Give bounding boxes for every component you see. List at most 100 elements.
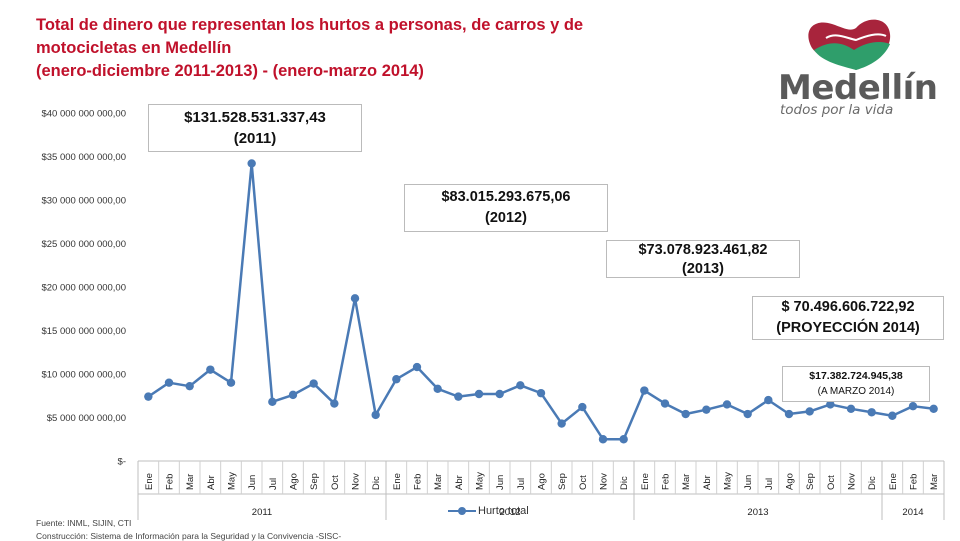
x-tick-label: Ago <box>785 473 796 490</box>
logo-tagline: todos por la vida <box>780 102 894 118</box>
annotation-2014-march: $17.382.724.945,38 (A MARZO 2014) <box>782 366 930 402</box>
y-tick-label: $- <box>118 457 126 468</box>
annotation-2011-period: (2011) <box>233 130 277 147</box>
data-point <box>288 390 298 400</box>
x-tick-label: Abr <box>454 475 465 490</box>
data-point <box>557 419 566 428</box>
data-point <box>144 392 153 401</box>
x-year-label: 2014 <box>902 507 923 518</box>
data-point <box>598 435 608 444</box>
x-tick-label: May <box>723 472 734 490</box>
data-point <box>784 409 794 419</box>
data-point <box>226 378 236 387</box>
data-point <box>350 294 360 303</box>
logo-wordmark: Medellín <box>778 68 938 108</box>
data-point <box>516 381 525 390</box>
data-point <box>309 379 318 388</box>
x-tick-label: Ene <box>888 473 899 490</box>
y-tick-label: $40 000 000 000,00 <box>41 109 126 120</box>
data-point <box>702 405 711 414</box>
data-point <box>929 404 938 413</box>
x-tick-label: Jun <box>247 475 258 490</box>
x-tick-label: Jul <box>516 478 527 490</box>
y-tick-label: $20 000 000 000,00 <box>41 283 126 294</box>
data-point <box>474 389 484 399</box>
x-tick-label: Ene <box>640 473 651 490</box>
x-tick-label: May <box>475 472 486 490</box>
data-point <box>619 435 628 444</box>
annotation-2012: $83.015.293.675,06 (2012) <box>404 184 608 232</box>
chart-title: Total de dinero que representan los hurt… <box>36 14 676 83</box>
x-tick-label: Ene <box>144 473 155 490</box>
data-point <box>640 386 649 395</box>
annotation-2014-projection: $ 70.496.606.722,92 (PROYECCIÓN 2014) <box>752 296 944 340</box>
data-point <box>185 381 194 391</box>
data-point <box>495 389 504 399</box>
annotation-2012-period: (2012) <box>485 210 527 226</box>
y-tick-label: $5 000 000 000,00 <box>47 413 126 424</box>
title-line-1: Total de dinero que representan los hurt… <box>36 16 584 34</box>
annotation-2013-period: (2013) <box>682 261 724 277</box>
data-point <box>454 392 463 401</box>
x-tick-label: Oct <box>330 475 341 490</box>
y-tick-label: $15 000 000 000,00 <box>41 326 126 337</box>
title-line-3: (enero-diciembre 2011-2013) - (enero-mar… <box>36 62 424 80</box>
x-tick-label: Dic <box>371 476 382 490</box>
data-point <box>888 411 897 420</box>
x-tick-label: Sep <box>557 473 568 490</box>
annotation-2013-amount: $73.078.923.461,82 <box>638 242 768 258</box>
data-point <box>867 408 876 417</box>
y-tick-label: $35 000 000 000,00 <box>41 152 126 163</box>
annotation-2011: $131.528.531.337,43 (2011) <box>148 104 362 152</box>
data-point <box>660 399 670 408</box>
footer-construction: Construcción: Sistema de Información par… <box>36 531 342 541</box>
y-tick-label: $10 000 000 000,00 <box>41 370 126 381</box>
x-tick-label: Nov <box>351 473 362 490</box>
annotation-2014-projection-period: (PROYECCIÓN 2014) <box>776 320 920 336</box>
x-tick-label: Jun <box>743 475 754 490</box>
annotation-2012-amount: $83.015.293.675,06 <box>441 189 571 205</box>
x-tick-label: Feb <box>413 474 424 490</box>
x-year-label: 2013 <box>747 507 768 518</box>
x-tick-label: Mar <box>681 474 692 490</box>
y-tick-label: $25 000 000 000,00 <box>41 239 126 250</box>
data-point <box>164 378 174 387</box>
data-point <box>268 397 277 407</box>
data-point <box>371 410 380 420</box>
x-tick-label: Ago <box>537 473 548 490</box>
x-tick-label: Oct <box>826 475 837 490</box>
x-tick-label: Feb <box>909 474 920 490</box>
x-tick-label: May <box>227 472 238 490</box>
x-tick-label: Feb <box>165 474 176 490</box>
data-point <box>681 409 690 419</box>
data-point <box>433 384 442 393</box>
annotation-2014-march-period: (A MARZO 2014) <box>817 386 895 397</box>
data-point <box>722 400 732 409</box>
x-tick-label: Nov <box>599 473 610 490</box>
x-tick-label: Ene <box>392 473 403 490</box>
x-tick-label: Jul <box>268 478 279 490</box>
annotation-2011-amount: $131.528.531.337,43 <box>184 109 326 126</box>
footer-source: Fuente: INML, SIJIN, CTI <box>36 518 132 528</box>
x-tick-label: Dic <box>619 476 630 490</box>
data-point <box>412 362 422 372</box>
x-tick-label: Nov <box>847 473 858 490</box>
x-tick-label: Sep <box>805 473 816 490</box>
y-tick-label: $30 000 000 000,00 <box>41 196 126 207</box>
x-tick-label: Jun <box>495 475 506 490</box>
data-point <box>826 400 835 409</box>
data-point <box>764 395 773 405</box>
data-point <box>247 159 256 168</box>
data-point <box>908 401 918 411</box>
x-tick-label: Abr <box>206 475 217 490</box>
data-point <box>536 388 546 398</box>
x-tick-label: Jul <box>764 478 775 490</box>
annotation-2014-projection-amount: $ 70.496.606.722,92 <box>781 299 915 315</box>
data-point <box>206 365 215 374</box>
x-tick-label: Feb <box>661 474 672 490</box>
data-point <box>330 399 339 408</box>
x-tick-label: Ago <box>289 473 300 490</box>
heart-icon <box>808 19 891 70</box>
legend-series-name: Hurto total <box>478 505 529 517</box>
